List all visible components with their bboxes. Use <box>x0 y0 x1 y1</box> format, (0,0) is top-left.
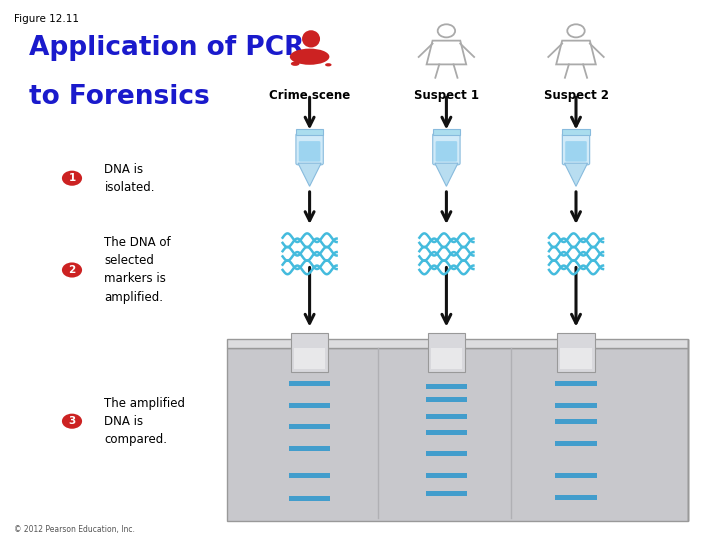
FancyBboxPatch shape <box>562 133 590 165</box>
Polygon shape <box>298 163 321 186</box>
Text: The DNA of
selected
markers is
amplified.: The DNA of selected markers is amplified… <box>104 237 171 303</box>
Bar <box>428 333 465 372</box>
Text: 1: 1 <box>68 173 76 183</box>
Bar <box>426 473 467 478</box>
FancyBboxPatch shape <box>565 141 587 161</box>
Text: Figure 12.11: Figure 12.11 <box>14 14 79 24</box>
Bar <box>294 348 325 369</box>
Bar <box>431 348 462 369</box>
Text: 2: 2 <box>68 265 76 275</box>
Polygon shape <box>435 163 458 186</box>
Bar <box>426 491 467 496</box>
Polygon shape <box>227 339 688 348</box>
Bar <box>426 430 467 435</box>
Bar <box>555 381 597 386</box>
FancyBboxPatch shape <box>299 141 320 161</box>
Ellipse shape <box>291 62 300 66</box>
Bar <box>555 473 597 478</box>
Bar <box>426 414 467 418</box>
Polygon shape <box>564 163 588 186</box>
Bar <box>426 384 467 389</box>
Bar <box>289 403 330 408</box>
Bar <box>291 333 328 372</box>
Bar <box>296 129 323 135</box>
Bar <box>433 129 460 135</box>
Bar <box>289 446 330 451</box>
Text: Suspect 1: Suspect 1 <box>414 89 479 102</box>
Circle shape <box>62 171 82 186</box>
Bar <box>426 397 467 402</box>
Bar <box>562 129 590 135</box>
Bar <box>289 496 330 501</box>
Bar <box>426 451 467 456</box>
Text: Crime scene: Crime scene <box>269 89 350 102</box>
Ellipse shape <box>325 63 331 66</box>
Text: The amplified
DNA is
compared.: The amplified DNA is compared. <box>104 397 186 445</box>
Bar <box>289 424 330 429</box>
Bar <box>227 348 688 521</box>
Bar <box>289 473 330 478</box>
Circle shape <box>62 414 82 429</box>
Bar <box>555 441 597 446</box>
Text: © 2012 Pearson Education, Inc.: © 2012 Pearson Education, Inc. <box>14 524 135 534</box>
FancyBboxPatch shape <box>436 141 457 161</box>
Bar <box>560 348 592 369</box>
Text: Application of PCR: Application of PCR <box>29 35 304 61</box>
Text: to Forensics: to Forensics <box>29 84 210 110</box>
Text: DNA is
isolated.: DNA is isolated. <box>104 163 155 194</box>
Text: Suspect 2: Suspect 2 <box>544 89 608 102</box>
FancyBboxPatch shape <box>296 133 323 165</box>
Circle shape <box>62 262 82 278</box>
Bar <box>557 333 595 372</box>
Bar <box>289 381 330 386</box>
Ellipse shape <box>289 49 330 65</box>
FancyBboxPatch shape <box>433 133 460 165</box>
Bar <box>555 403 597 408</box>
Text: 3: 3 <box>68 416 76 426</box>
Bar <box>555 419 597 424</box>
Ellipse shape <box>302 30 320 48</box>
Bar <box>555 495 597 500</box>
